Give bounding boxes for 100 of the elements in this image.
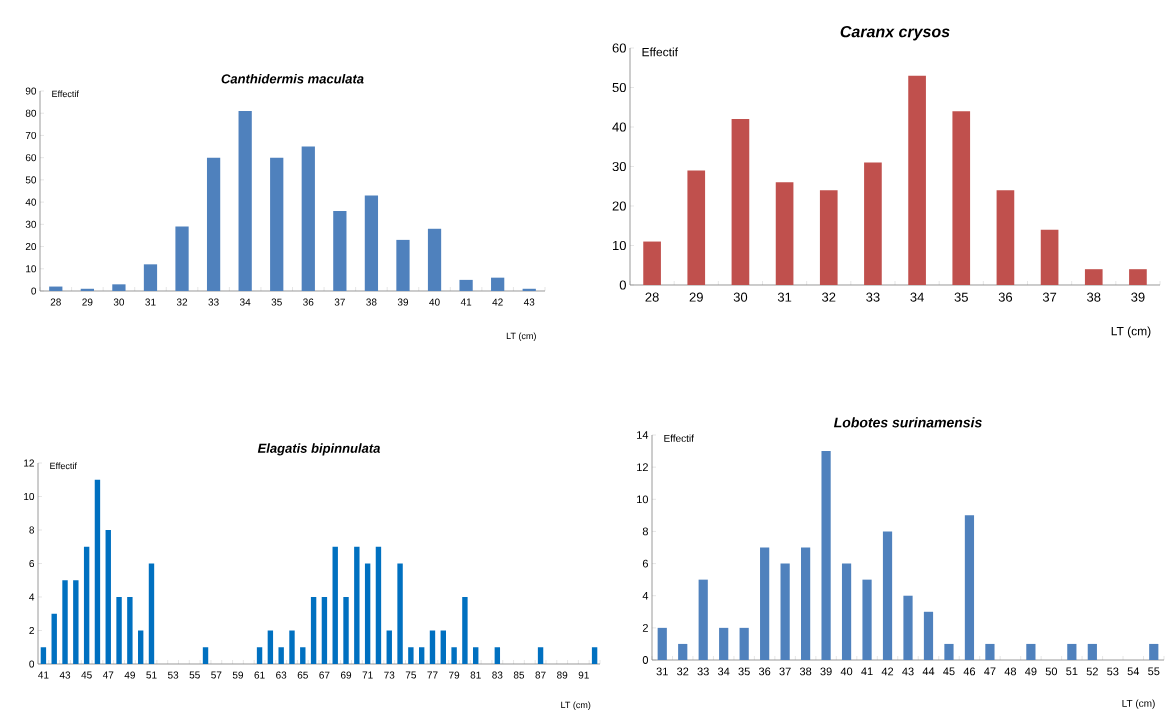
x-tick-label: 41 (460, 298, 472, 306)
y-tick-label: 0 (619, 280, 626, 290)
x-tick-label: 33 (697, 667, 709, 676)
y-tick-label: 70 (25, 131, 37, 139)
bar (537, 647, 544, 664)
x-tick-label: 73 (384, 671, 395, 679)
bar (473, 647, 479, 664)
bar (944, 643, 954, 660)
bar (775, 182, 794, 285)
x-tick-label: 38 (799, 667, 812, 676)
x-tick-label: 29 (82, 298, 93, 306)
y-tick-label: 14 (637, 431, 649, 439)
y-tick-label: 40 (612, 122, 626, 132)
x-tick-label: 49 (124, 671, 135, 679)
x-tick-label: 32 (677, 667, 689, 676)
bar (731, 118, 750, 285)
y-axis-title: Effectif (52, 90, 79, 98)
bar (40, 647, 47, 664)
x-tick-label: 81 (470, 671, 481, 679)
x-axis-title: LT (cm) (1122, 699, 1155, 709)
x-tick-label: 39 (397, 298, 409, 306)
bar (643, 241, 661, 285)
bar (112, 284, 126, 291)
bar (408, 647, 414, 664)
bar (451, 647, 457, 664)
bar (175, 226, 189, 291)
y-tick-label: 60 (612, 43, 626, 53)
bar (739, 627, 749, 660)
bar (522, 288, 536, 291)
bar (491, 277, 505, 291)
bar (397, 563, 403, 664)
bar (427, 228, 442, 291)
y-tick-label: 60 (25, 154, 37, 162)
bar (137, 630, 144, 664)
bar (62, 580, 68, 664)
x-tick-label: 46 (963, 667, 976, 676)
x-tick-label: 45 (943, 667, 955, 676)
bar (1149, 643, 1159, 660)
bar (494, 647, 501, 664)
x-tick-label: 34 (717, 667, 730, 676)
chart-title: Canthidermis maculata (221, 73, 364, 84)
y-tick-label: 10 (637, 495, 649, 504)
y-tick-label: 40 (25, 198, 37, 206)
bar (105, 529, 111, 664)
x-tick-label: 57 (211, 671, 222, 679)
bar (364, 195, 379, 291)
bar (1084, 269, 1103, 285)
bar (801, 547, 811, 660)
y-tick-label: 20 (612, 201, 626, 211)
bar (841, 563, 852, 660)
x-tick-label: 61 (254, 671, 265, 679)
x-tick-label: 59 (232, 671, 244, 679)
bar (996, 190, 1015, 285)
bar (127, 596, 133, 664)
y-axis-title: Effectif (664, 434, 694, 442)
bar (364, 563, 371, 664)
y-tick-label: 0 (31, 287, 37, 295)
bar (143, 264, 158, 291)
x-tick-label: 38 (366, 298, 377, 306)
bar (760, 547, 770, 660)
y-tick-label: 50 (25, 176, 37, 184)
bar (51, 613, 57, 664)
bar (440, 630, 446, 664)
bar (780, 563, 790, 660)
x-tick-label: 36 (758, 667, 771, 676)
y-tick-label: 12 (24, 459, 34, 467)
y-tick-label: 2 (29, 626, 34, 634)
x-tick-label: 42 (881, 667, 894, 676)
bar (1067, 643, 1077, 660)
x-axis-title: LT (cm) (506, 332, 536, 341)
x-tick-label: 30 (733, 292, 748, 302)
bar (321, 596, 328, 664)
x-tick-label: 85 (513, 671, 525, 679)
y-tick-label: 30 (25, 220, 37, 228)
x-axis-title: LT (cm) (1111, 326, 1151, 338)
x-tick-label: 67 (319, 671, 330, 679)
x-tick-label: 65 (297, 671, 308, 679)
x-tick-label: 28 (50, 298, 61, 306)
chart-title: Lobotes surinamensis (833, 417, 982, 428)
x-tick-label: 32 (822, 292, 836, 302)
x-tick-label: 38 (1087, 292, 1101, 302)
bar (278, 647, 284, 664)
x-tick-label: 77 (427, 671, 438, 679)
bar (289, 630, 295, 664)
y-tick-label: 4 (29, 593, 35, 601)
x-tick-label: 83 (492, 671, 503, 679)
x-tick-label: 47 (102, 671, 114, 679)
bar (985, 643, 995, 660)
y-tick-label: 2 (642, 623, 648, 632)
bar (418, 647, 425, 664)
x-tick-label: 39 (820, 667, 832, 676)
bar (882, 531, 893, 660)
x-tick-label: 33 (208, 298, 219, 306)
bar (116, 596, 122, 664)
x-tick-label: 29 (689, 292, 703, 302)
bar (657, 627, 667, 660)
bar (1129, 269, 1147, 285)
x-axis-title: LT (cm) (561, 701, 591, 710)
bar (80, 288, 94, 291)
bar (83, 546, 90, 664)
